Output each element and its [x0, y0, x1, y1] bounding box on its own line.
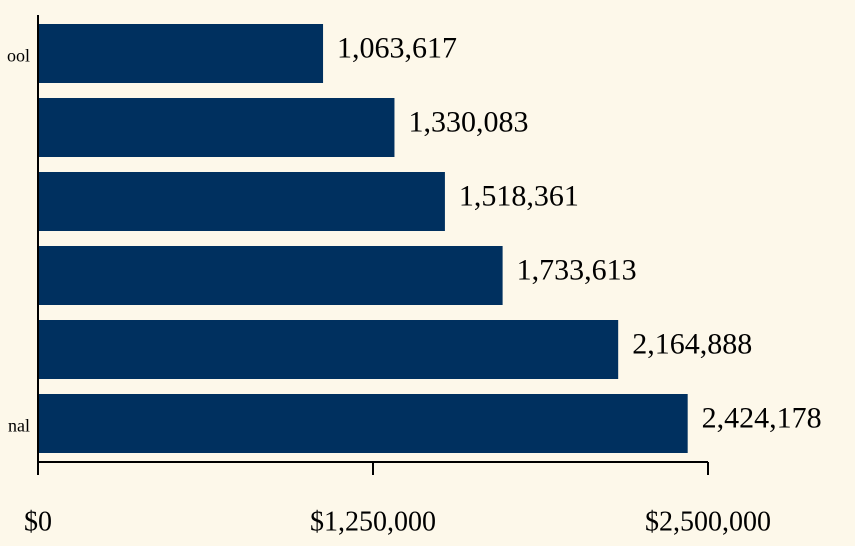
category-label: nal [8, 416, 30, 436]
value-label: 1,733,613 [517, 253, 637, 286]
bar [38, 320, 619, 379]
category-label: ool [7, 46, 30, 66]
bar [38, 394, 688, 453]
x-tick-label: $1,250,000 [310, 506, 436, 537]
x-tick-label: $2,500,000 [645, 506, 771, 537]
x-tick-label: $0 [24, 506, 52, 537]
value-label: 2,164,888 [632, 327, 752, 360]
bar [38, 172, 445, 231]
value-label: 1,330,083 [408, 105, 528, 138]
value-label: 1,518,361 [459, 179, 579, 212]
value-label: 2,424,178 [702, 401, 822, 434]
bar [38, 24, 324, 83]
bar [38, 246, 503, 305]
value-label: 1,063,617 [337, 31, 457, 64]
bar [38, 98, 395, 157]
